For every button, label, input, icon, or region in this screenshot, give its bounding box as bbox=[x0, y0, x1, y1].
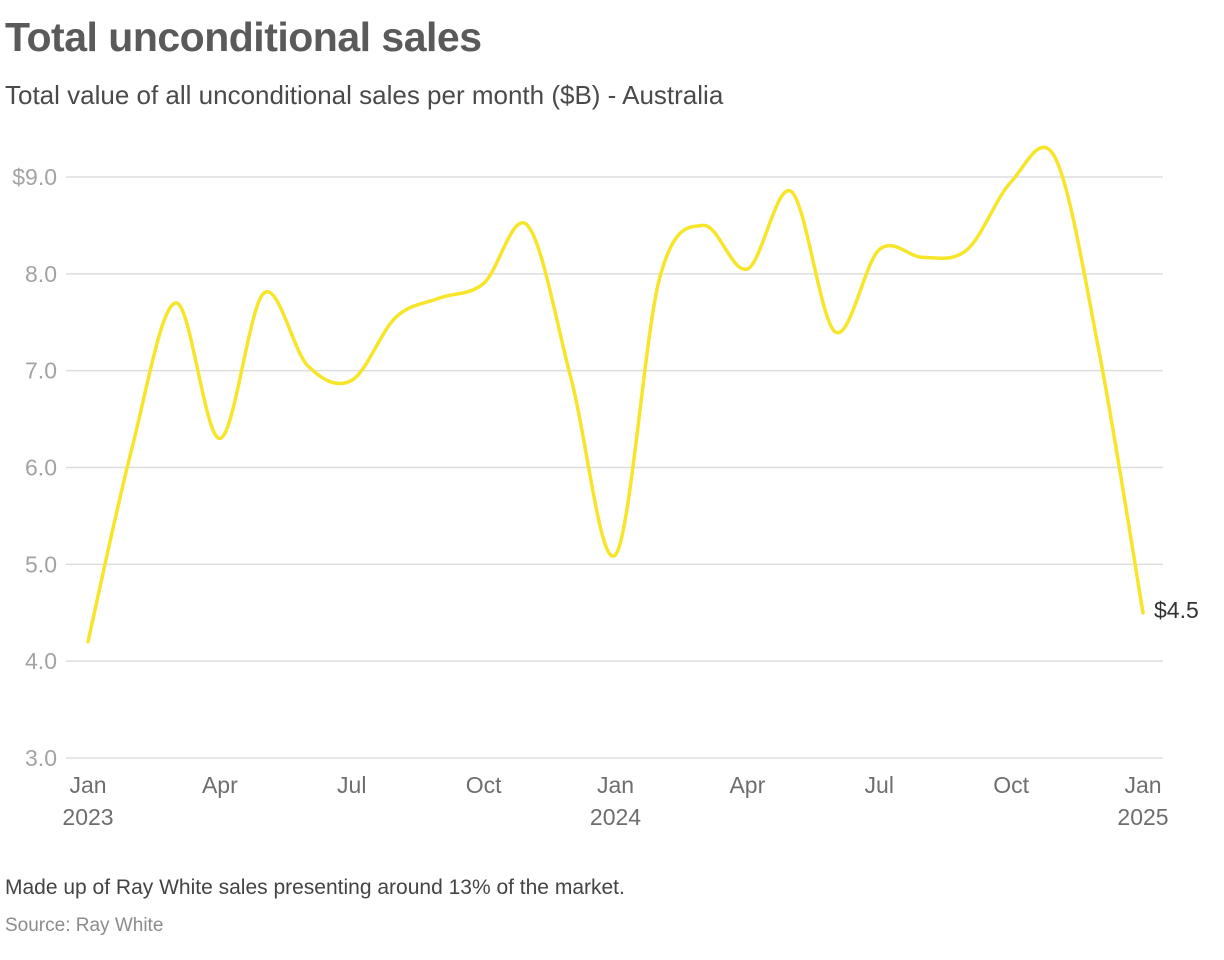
chart-subtitle: Total value of all unconditional sales p… bbox=[5, 80, 724, 110]
y-tick-label: 5.0 bbox=[25, 551, 57, 577]
x-tick-label: Apr bbox=[202, 772, 238, 798]
x-tick-label: Jul bbox=[865, 772, 894, 798]
y-tick-label: 4.0 bbox=[25, 648, 57, 674]
y-tick-label: 8.0 bbox=[25, 261, 57, 287]
y-tick-label: $9.0 bbox=[12, 164, 57, 190]
y-tick-label: 6.0 bbox=[25, 455, 57, 481]
end-value-label: $4.5 bbox=[1154, 597, 1199, 623]
x-tick-label: Jan bbox=[69, 772, 106, 798]
data-labels: $4.5 bbox=[1154, 597, 1199, 623]
y-tick-label: 3.0 bbox=[25, 745, 57, 771]
series-line-total-sales bbox=[86, 145, 1145, 644]
series-layer bbox=[86, 145, 1145, 644]
x-tick-year-label: 2024 bbox=[590, 804, 641, 830]
x-tick-label: Jul bbox=[337, 772, 366, 798]
x-tick-label: Jan bbox=[597, 772, 634, 798]
chart-note: Made up of Ray White sales presenting ar… bbox=[5, 876, 625, 899]
x-tick-label: Oct bbox=[466, 772, 502, 798]
y-tick-label: 7.0 bbox=[25, 358, 57, 384]
chart-title: Total unconditional sales bbox=[5, 14, 482, 60]
chart-source: Source: Ray White bbox=[5, 915, 164, 936]
x-tick-year-label: 2023 bbox=[62, 804, 113, 830]
gridlines bbox=[66, 176, 1163, 759]
x-tick-label: Oct bbox=[993, 772, 1029, 798]
x-tick-label: Jan bbox=[1124, 772, 1161, 798]
x-tick-label: Apr bbox=[729, 772, 765, 798]
x-tick-year-label: 2025 bbox=[1117, 804, 1168, 830]
y-axis-ticks: 3.0 4.0 5.0 6.0 7.0 8.0 $9.0 bbox=[12, 164, 57, 771]
x-axis-ticks: Jan 2023 Apr Jul Oct Jan 2024 Apr Jul Oct Jan 2025 bbox=[62, 772, 1168, 830]
